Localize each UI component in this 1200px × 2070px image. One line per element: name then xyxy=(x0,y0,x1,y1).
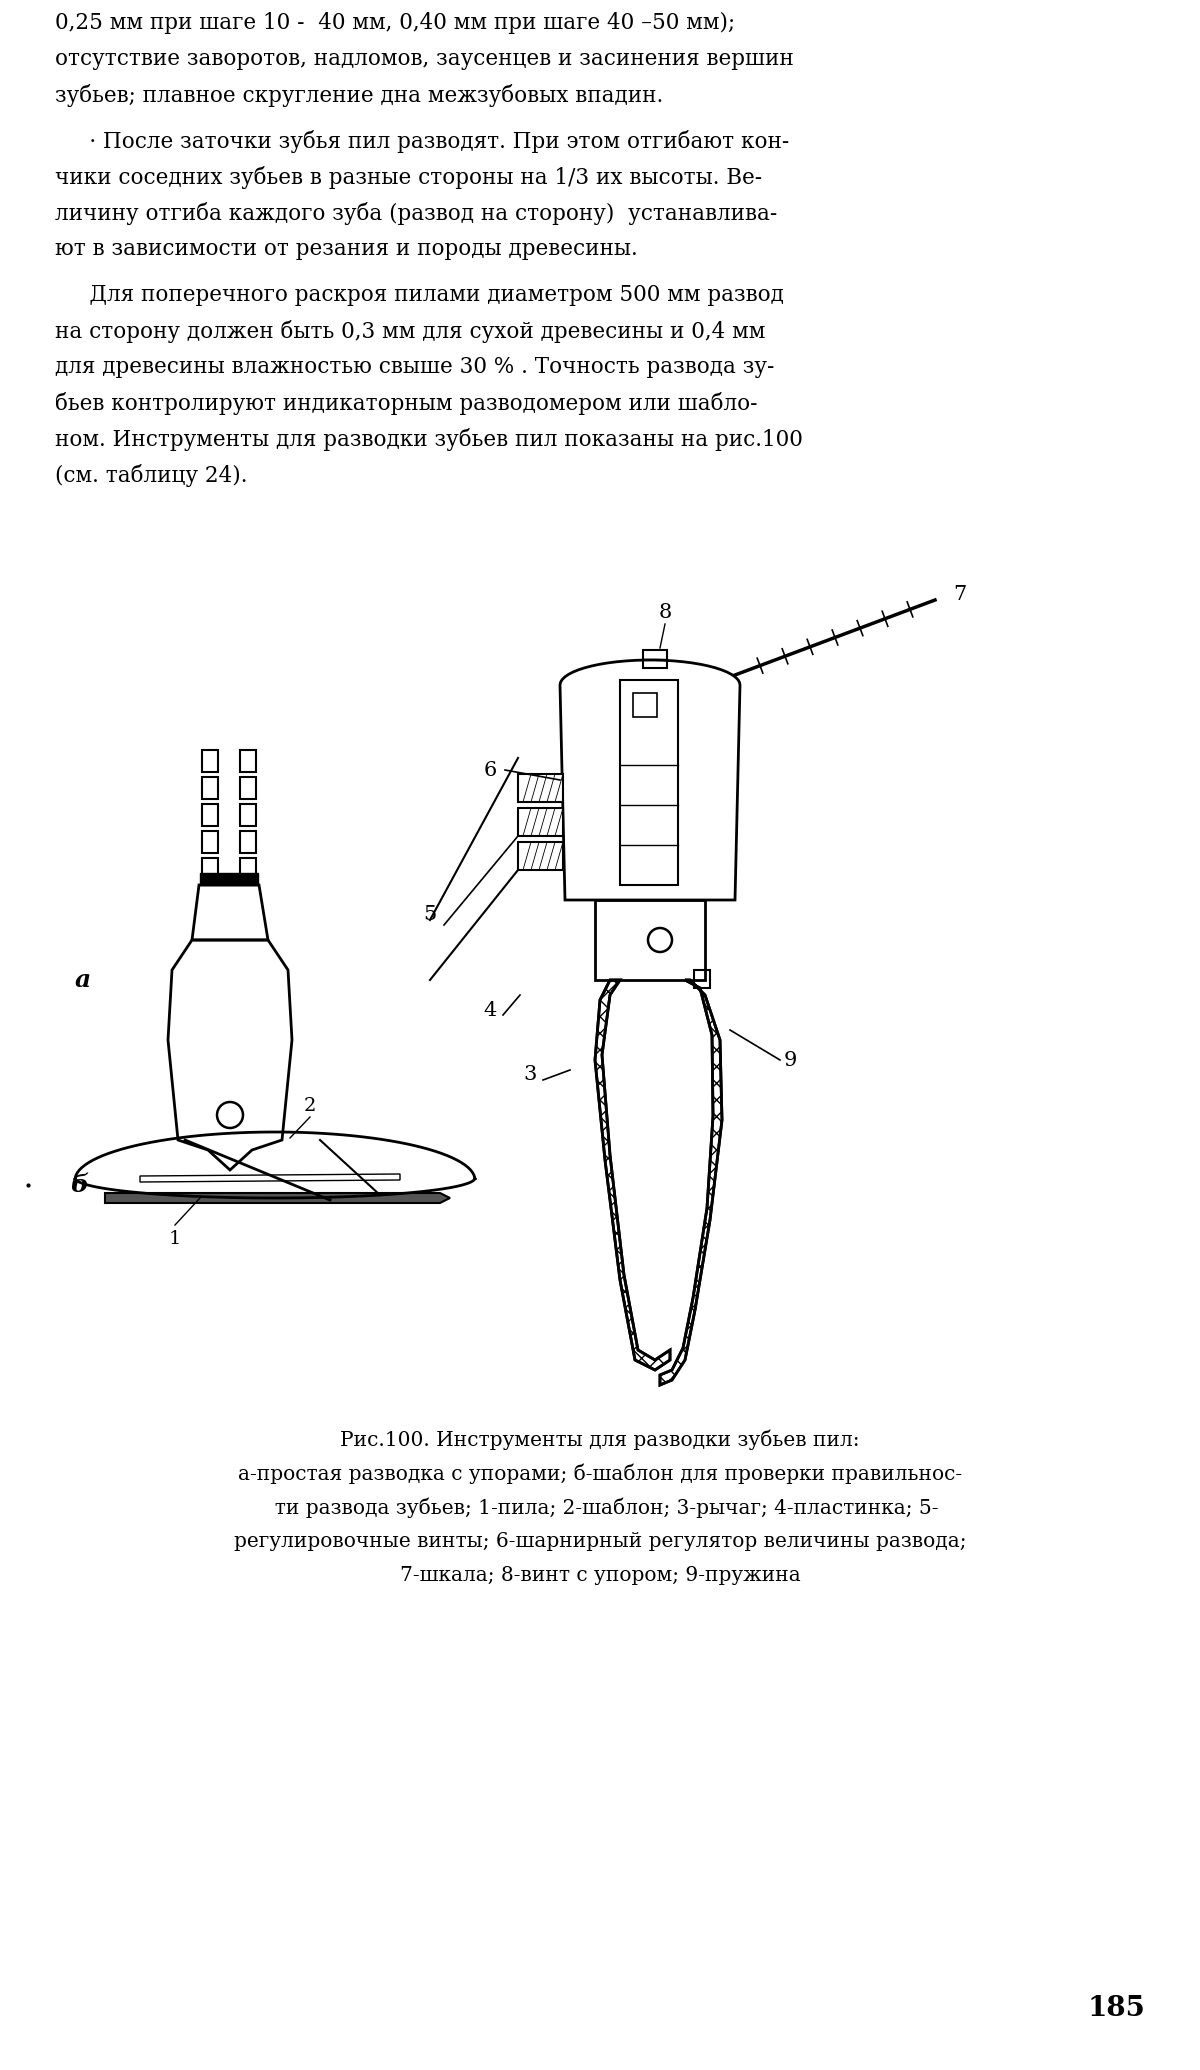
Text: бьев контролируют индикаторным разводомером или шабло-: бьев контролируют индикаторным разводоме… xyxy=(55,391,757,414)
Text: 1: 1 xyxy=(169,1230,181,1248)
Text: Рис.100. Инструменты для разводки зубьев пил:: Рис.100. Инструменты для разводки зубьев… xyxy=(340,1430,860,1451)
Text: 9: 9 xyxy=(784,1049,797,1070)
Text: 7-шкала; 8-винт с упором; 9-пружина: 7-шкала; 8-винт с упором; 9-пружина xyxy=(400,1567,800,1586)
Text: 5: 5 xyxy=(424,905,437,925)
Text: · После заточки зубья пил разводят. При этом отгибают кон-: · После заточки зубья пил разводят. При … xyxy=(55,130,790,153)
Text: 0,25 мм при шаге 10 -  40 мм, 0,40 мм при шаге 40 –50 мм);: 0,25 мм при шаге 10 - 40 мм, 0,40 мм при… xyxy=(55,12,736,33)
Text: (см. таблицу 24).: (см. таблицу 24). xyxy=(55,464,247,486)
Polygon shape xyxy=(106,1192,450,1203)
Text: 185: 185 xyxy=(1087,1995,1145,2022)
Text: чики соседних зубьев в разные стороны на 1/3 их высоты. Ве-: чики соседних зубьев в разные стороны на… xyxy=(55,166,762,188)
Text: отсутствие заворотов, надломов, заусенцев и засинения вершин: отсутствие заворотов, надломов, заусенце… xyxy=(55,48,793,70)
Text: а-простая разводка с упорами; б-шаблон для проверки правильнос-: а-простая разводка с упорами; б-шаблон д… xyxy=(238,1463,962,1484)
Text: 3: 3 xyxy=(523,1066,536,1085)
Text: 7: 7 xyxy=(953,586,967,604)
Text: Для поперечного раскроя пилами диаметром 500 мм развод: Для поперечного раскроя пилами диаметром… xyxy=(55,284,784,306)
Text: 4: 4 xyxy=(484,1000,497,1021)
Text: ти развода зубьев; 1-пила; 2-шаблон; 3-рычаг; 4-пластинка; 5-: ти развода зубьев; 1-пила; 2-шаблон; 3-р… xyxy=(262,1499,938,1519)
Text: 8: 8 xyxy=(659,602,672,621)
Text: ном. Инструменты для разводки зубьев пил показаны на рис.100: ном. Инструменты для разводки зубьев пил… xyxy=(55,428,803,451)
Polygon shape xyxy=(200,874,258,886)
Text: регулировочные винты; 6-шарнирный регулятор величины развода;: регулировочные винты; 6-шарнирный регуля… xyxy=(234,1532,966,1550)
Text: ют в зависимости от резания и породы древесины.: ют в зависимости от резания и породы дре… xyxy=(55,238,637,261)
Polygon shape xyxy=(518,842,563,869)
Text: а: а xyxy=(74,969,91,992)
Text: на сторону должен быть 0,3 мм для сухой древесины и 0,4 мм: на сторону должен быть 0,3 мм для сухой … xyxy=(55,321,766,344)
Polygon shape xyxy=(140,1174,400,1182)
Text: зубьев; плавное скругление дна межзубовых впадин.: зубьев; плавное скругление дна межзубовы… xyxy=(55,85,664,108)
Text: личину отгиба каждого зуба (развод на сторону)  устанавлива-: личину отгиба каждого зуба (развод на ст… xyxy=(55,203,778,226)
Text: для древесины влажностью свыше 30 % . Точность развода зу-: для древесины влажностью свыше 30 % . То… xyxy=(55,356,774,379)
Text: б: б xyxy=(70,1174,88,1196)
Polygon shape xyxy=(518,807,563,836)
Text: 6: 6 xyxy=(484,760,497,780)
Polygon shape xyxy=(518,774,563,801)
Text: 2: 2 xyxy=(304,1097,316,1116)
